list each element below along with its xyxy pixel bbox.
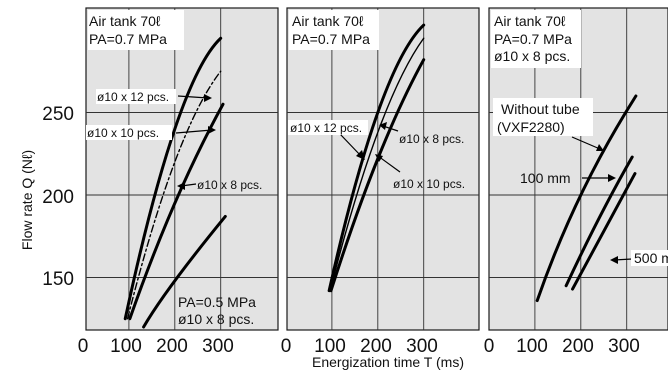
p3-x-tick-100: 100 — [516, 336, 548, 357]
p3-x-tick-0: 0 — [484, 336, 495, 357]
series-line-p1-4 — [142, 214, 227, 329]
p3-tank-label: Air tank 70ℓ — [494, 13, 566, 29]
p3-x-tick-300: 300 — [608, 336, 640, 357]
p3-pa-label: PA=0.7 MPa — [494, 31, 572, 47]
p2-x-tick-100: 100 — [314, 336, 346, 357]
arrowhead-p3-100 — [608, 174, 616, 182]
leader-p3-without — [571, 136, 601, 150]
x-axis-title: Energization time T (ms) — [312, 354, 464, 370]
y-tick-250: 250 — [42, 104, 74, 125]
p1-pa-label: PA=0.7 MPa — [89, 31, 167, 47]
p3-100mm-label: 100 mm — [520, 170, 571, 186]
p2-series-x12-label: ø10 x 12 pcs. — [290, 121, 362, 135]
series-line-p1-2 — [126, 70, 222, 320]
series-line-p3-1 — [535, 94, 638, 303]
p1-series-x12-label: ø10 x 12 pcs. — [97, 90, 169, 104]
panel-1-background — [85, 7, 279, 331]
p1-series-x8-label: ø10 x 8 pcs. — [197, 178, 262, 192]
p2-series-x8-label: ø10 x 8 pcs. — [399, 132, 464, 146]
p2-header-box — [289, 10, 379, 50]
leader-p1-x12 — [177, 95, 209, 99]
p1-header-box — [88, 10, 184, 50]
p2-x-tick-300: 300 — [406, 336, 438, 357]
p2-pa-label: PA=0.7 MPa — [292, 31, 370, 47]
y-axis-title: Flow rate Q (Nℓ) — [19, 150, 35, 250]
arrowhead-p3-500 — [610, 256, 618, 264]
p1-pa05-label: PA=0.5 MPa — [178, 294, 256, 310]
p3-tube-label: ø10 x 8 pcs. — [494, 48, 570, 64]
arrowhead-p2-x12 — [356, 150, 365, 160]
p1-x-tick-100: 100 — [110, 336, 142, 357]
p1-tank-label: Air tank 70ℓ — [89, 13, 161, 29]
series-line-p3-3 — [571, 172, 637, 291]
arrowhead-p3-without — [596, 144, 604, 151]
p1-series-x10-label: ø10 x 10 pcs. — [87, 126, 159, 140]
p2-tank-label: Air tank 70ℓ — [292, 13, 364, 29]
series-line-p1-1 — [123, 36, 223, 321]
p3-500mm-label: 500 mm — [634, 250, 668, 266]
series-line-p2-1 — [327, 23, 426, 293]
leader-p1-x10 — [175, 129, 213, 134]
p3-header-box — [491, 10, 581, 68]
p1-x12-box — [96, 89, 176, 104]
p1-x10-box — [86, 125, 172, 140]
p3-without-model-label: (VXF2280) — [497, 119, 565, 135]
annotation-leaders — [175, 94, 633, 264]
p3-500-box — [631, 250, 668, 266]
arrowhead-p2-x8 — [379, 122, 387, 130]
arrowhead-p2-x10 — [375, 154, 383, 162]
p2-x-tick-0: 0 — [281, 336, 292, 357]
arrowhead-p1-x10 — [208, 126, 216, 134]
arrowhead-p1-x8 — [177, 182, 185, 190]
p3-without-tube-label: Without tube — [501, 101, 580, 117]
p2-x12-box — [288, 120, 368, 135]
p3-x-tick-200: 200 — [562, 336, 594, 357]
p2-x-tick-200: 200 — [360, 336, 392, 357]
leader-p2-x12 — [339, 133, 363, 158]
p1-x-tick-300: 300 — [202, 336, 234, 357]
panel-2-background — [286, 7, 480, 331]
series-curves — [123, 23, 638, 329]
p2-series-x10-label: ø10 x 10 pcs. — [393, 177, 465, 191]
series-line-p3-2 — [564, 155, 634, 288]
arrowhead-p1-x12 — [204, 94, 212, 102]
y-tick-150: 150 — [42, 269, 74, 290]
p3-without-box — [493, 98, 593, 136]
series-line-p2-2 — [329, 37, 425, 292]
p1-x-tick-200: 200 — [156, 336, 188, 357]
y-tick-200: 200 — [42, 187, 74, 208]
p1-x-tick-0: 0 — [78, 336, 89, 357]
leader-p2-x10 — [377, 155, 401, 173]
p1-pa05-tube-label: ø10 x 8 pcs. — [178, 311, 254, 327]
